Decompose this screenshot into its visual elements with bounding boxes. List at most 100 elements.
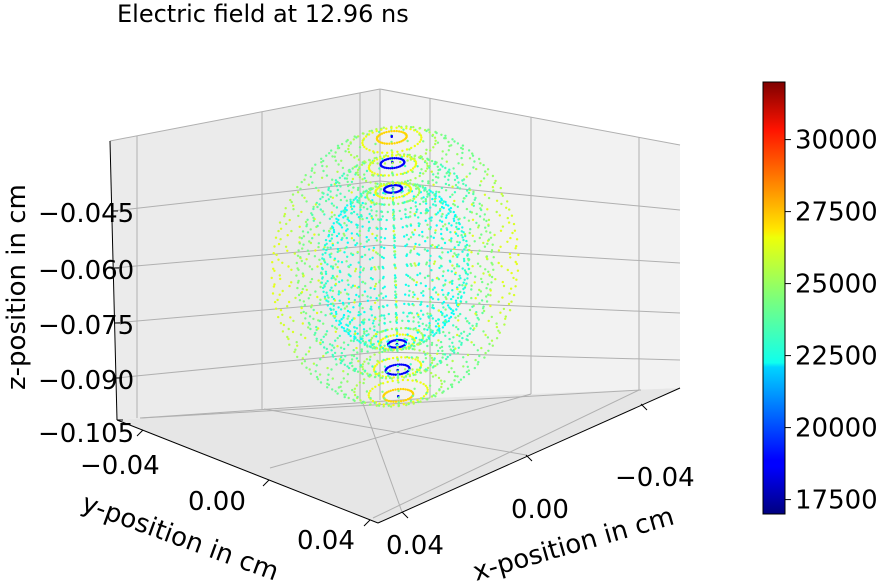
scatter-point xyxy=(405,355,409,359)
scatter-point xyxy=(308,323,311,326)
scatter-point xyxy=(427,315,430,318)
scatter-point xyxy=(354,270,357,273)
scatter-point xyxy=(382,305,385,309)
scatter-point xyxy=(309,293,312,297)
scatter-point xyxy=(332,228,336,232)
scatter-point xyxy=(448,239,451,242)
scatter-point xyxy=(463,278,466,281)
scatter-point xyxy=(391,173,395,177)
scatter-point xyxy=(415,370,419,374)
scatter-point xyxy=(339,270,342,274)
scatter-point xyxy=(383,162,387,165)
scatter-point xyxy=(454,232,458,235)
scatter-point xyxy=(346,279,349,282)
scatter-point xyxy=(393,233,396,236)
scatter-point xyxy=(430,296,433,299)
scatter-point xyxy=(444,223,447,226)
scatter-point xyxy=(270,276,273,280)
scatter-point xyxy=(372,174,375,177)
scatter-point xyxy=(391,167,394,170)
scatter-point xyxy=(418,349,421,352)
scatter-point xyxy=(350,212,353,215)
scatter-point xyxy=(444,137,447,140)
scatter-point xyxy=(416,273,419,277)
scatter-point xyxy=(434,325,438,328)
scatter-point xyxy=(349,198,352,201)
scatter-point xyxy=(371,365,374,368)
scatter-point xyxy=(367,133,371,136)
scatter-point xyxy=(375,363,379,366)
scatter-point xyxy=(427,180,430,183)
scatter-point xyxy=(436,141,440,144)
scatter-point xyxy=(361,294,364,297)
scatter-point xyxy=(296,286,299,290)
scatter-point xyxy=(305,366,308,369)
scatter-point xyxy=(430,395,434,398)
scatter-point xyxy=(392,210,395,213)
scatter-point xyxy=(404,185,407,189)
scatter-point xyxy=(397,404,400,407)
scatter-point xyxy=(417,188,421,191)
scatter-point xyxy=(421,333,424,337)
scatter-point xyxy=(478,302,481,305)
scatter-point xyxy=(370,308,373,311)
scatter-point xyxy=(387,349,390,352)
scatter-point xyxy=(432,183,435,186)
scatter-point xyxy=(413,129,416,132)
scatter-point xyxy=(441,356,444,359)
scatter-point xyxy=(455,325,458,329)
scatter-point xyxy=(411,368,414,371)
scatter-point xyxy=(338,358,342,361)
scatter-point xyxy=(367,238,370,242)
scatter-point xyxy=(463,233,467,236)
scatter-point xyxy=(373,172,376,175)
scatter-point xyxy=(449,353,452,357)
scatter-point xyxy=(325,165,328,168)
scatter-point xyxy=(342,341,346,344)
scatter-point xyxy=(304,336,307,340)
scatter-point xyxy=(390,126,393,130)
scatter-point xyxy=(488,273,491,276)
scatter-point xyxy=(368,164,371,168)
scatter-point xyxy=(378,202,381,206)
scatter-point xyxy=(405,233,408,237)
scatter-point xyxy=(340,279,344,282)
scatter-point xyxy=(424,169,427,173)
scatter-point xyxy=(366,196,369,199)
scatter-point xyxy=(389,320,392,324)
scatter-point xyxy=(356,395,359,399)
scatter-point xyxy=(323,244,327,247)
scatter-point xyxy=(340,381,343,384)
scatter-point xyxy=(350,354,354,357)
scatter-point xyxy=(278,293,281,296)
scatter-point xyxy=(378,279,381,282)
scatter-point xyxy=(409,363,412,366)
scatter-point xyxy=(515,262,518,266)
scatter-point xyxy=(463,216,466,219)
scatter-point xyxy=(371,256,374,259)
scatter-point xyxy=(426,167,429,170)
scatter-point xyxy=(368,149,371,152)
scatter-point xyxy=(467,191,471,195)
scatter-point xyxy=(389,334,392,337)
scatter-point xyxy=(374,370,377,373)
scatter-point xyxy=(278,274,281,277)
scatter-point xyxy=(434,175,438,179)
scatter-point xyxy=(382,267,385,270)
scatter-point xyxy=(315,339,318,343)
scatter-point xyxy=(289,198,292,202)
scatter-point xyxy=(362,321,366,324)
scatter-point xyxy=(461,200,465,203)
scatter-point xyxy=(486,336,490,339)
scatter-point xyxy=(419,366,422,369)
scatter-point xyxy=(351,284,355,287)
scatter-point xyxy=(372,249,375,252)
scatter-point xyxy=(418,202,422,206)
scatter-point xyxy=(340,351,343,355)
scatter-point xyxy=(475,324,478,328)
colorbar-tick-label: 17500 xyxy=(795,486,878,516)
scatter-point xyxy=(331,267,335,270)
scatter-point xyxy=(320,281,323,284)
scatter-point xyxy=(318,258,321,261)
scatter-point xyxy=(379,376,382,379)
